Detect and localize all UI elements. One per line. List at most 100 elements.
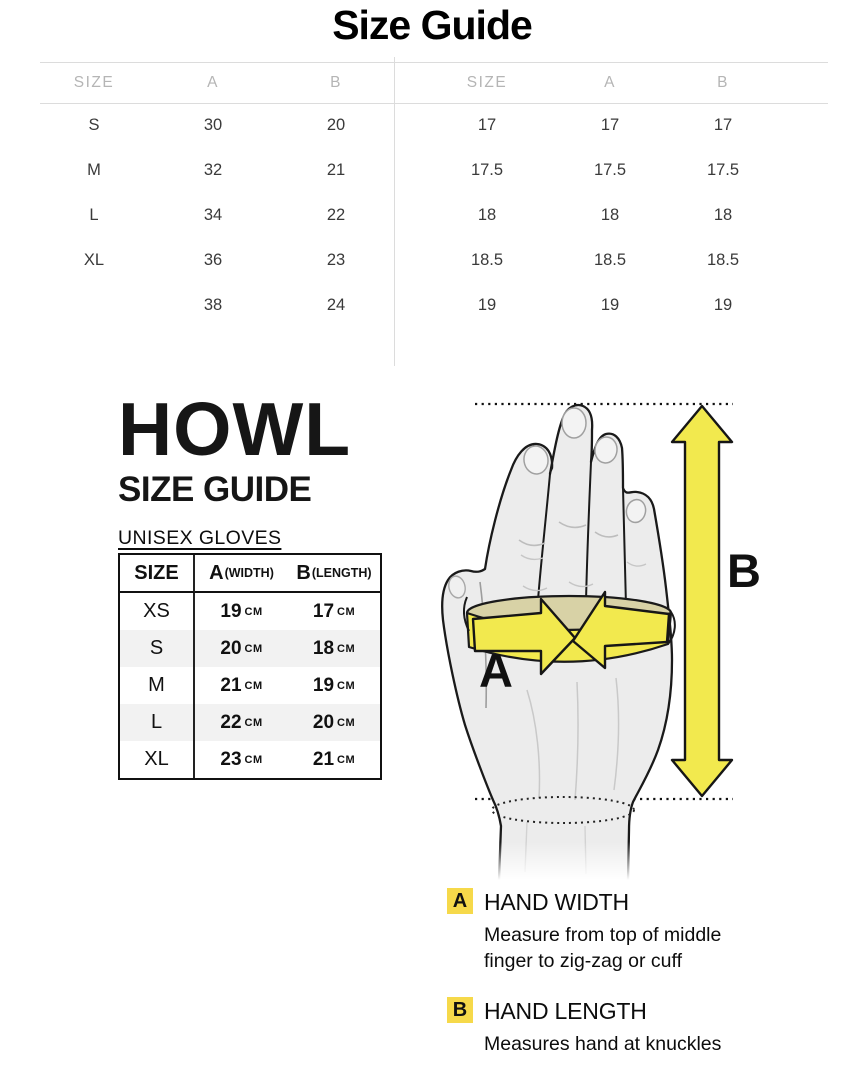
glove-row-size: L xyxy=(120,704,195,741)
table-cell: 22 xyxy=(326,206,346,224)
table-cell: 24 xyxy=(326,296,346,314)
table-cell: 34 xyxy=(203,206,223,224)
glove-header-a-letter: A xyxy=(209,561,224,584)
glove-header-a: A (WIDTH) xyxy=(195,555,288,593)
value: 18 xyxy=(312,637,335,659)
glove-row-b: 18 CM xyxy=(288,630,380,667)
glove-row-a: 21 CM xyxy=(195,667,288,704)
table-cell: 17 xyxy=(713,116,733,134)
column-header: SIZE xyxy=(466,73,508,91)
width-arrow-left xyxy=(471,597,577,676)
diagram-label-b: B xyxy=(727,544,761,597)
glove-row-a: 19 CM xyxy=(195,593,288,630)
glove-row-size: S xyxy=(120,630,195,667)
glove-header-b-letter: B xyxy=(296,561,311,584)
glove-row-a: 23 CM xyxy=(195,741,288,778)
unit-label: CM xyxy=(244,679,263,692)
unit-label: CM xyxy=(337,716,356,729)
legend-title: HAND WIDTH xyxy=(484,889,629,915)
value: 22 xyxy=(220,711,242,733)
table-top-rule xyxy=(40,62,828,63)
value: 20 xyxy=(220,637,242,659)
legend-key-b-chip: B xyxy=(447,997,473,1023)
table-cell: XL xyxy=(83,251,105,269)
page-title: Size Guide xyxy=(332,2,533,48)
unit-label: CM xyxy=(244,605,263,618)
table-cell: 18 xyxy=(600,206,620,224)
unit-label: CM xyxy=(337,753,356,766)
unit-label: CM xyxy=(337,642,356,655)
fingernail xyxy=(625,498,647,524)
brand-name: HOWL xyxy=(118,387,352,471)
fingernail xyxy=(523,445,549,475)
glove-row-b: 20 CM xyxy=(288,704,380,741)
glove-row-b: 21 CM xyxy=(288,741,380,778)
value: 21 xyxy=(220,674,242,696)
table-cell: 23 xyxy=(326,251,346,269)
table-cell: 19 xyxy=(713,296,733,314)
brand-subtitle: SIZE GUIDE xyxy=(118,470,312,509)
legend-title: HAND LENGTH xyxy=(484,998,647,1024)
fingernail xyxy=(561,407,587,439)
table-cell: 36 xyxy=(203,251,223,269)
glove-table-caption: UNISEX GLOVES xyxy=(118,527,282,549)
column-header: B xyxy=(717,73,729,91)
table-cell: L xyxy=(89,206,99,224)
table-cell: 18.5 xyxy=(470,251,504,269)
table-cell xyxy=(40,283,148,328)
table-cell: 30 xyxy=(203,116,223,134)
glove-row-a: 22 CM xyxy=(195,704,288,741)
legend-description: Measure from top of middle finger to zig… xyxy=(484,924,722,973)
table-cell: 32 xyxy=(203,161,223,179)
table-cell: 17.5 xyxy=(706,161,740,179)
column-header: A xyxy=(207,73,219,91)
unit-label: CM xyxy=(337,679,356,692)
legend-key-a-chip: A xyxy=(447,888,473,914)
value: 19 xyxy=(312,674,335,696)
table-cell: 38 xyxy=(203,296,223,314)
glove-row-size: XL xyxy=(120,741,195,778)
table-header-rule xyxy=(40,103,828,104)
glove-header-b: B (LENGTH) xyxy=(288,555,380,593)
hand-measurement-illustration: A B xyxy=(441,402,761,880)
table-cell: 17.5 xyxy=(470,161,504,179)
legend-description: Measures hand at knuckles xyxy=(484,1033,722,1055)
table-cell: 17.5 xyxy=(593,161,627,179)
column-header: B xyxy=(330,73,342,91)
width-arrow-right xyxy=(571,590,671,670)
column-header: SIZE xyxy=(73,73,115,91)
table-cell: 18.5 xyxy=(593,251,627,269)
hand-width-band xyxy=(463,590,676,676)
fingernail xyxy=(594,436,618,464)
unit-label: CM xyxy=(244,642,263,655)
table-cell: M xyxy=(87,161,101,179)
diagram-label-a: A xyxy=(479,644,513,697)
forearm-fade xyxy=(480,842,650,880)
glove-row-b: 17 CM xyxy=(288,593,380,630)
value: 23 xyxy=(220,748,242,770)
glove-header-a-sub: (WIDTH) xyxy=(224,566,274,580)
value: 20 xyxy=(312,711,335,733)
table-cell: 17 xyxy=(600,116,620,134)
table-cell: 20 xyxy=(326,116,346,134)
glove-row-a: 20 CM xyxy=(195,630,288,667)
value: 19 xyxy=(220,600,242,622)
wrist-dotted-ellipse xyxy=(491,796,635,824)
table-cell: 18 xyxy=(477,206,497,224)
length-arrow xyxy=(670,404,734,798)
glove-row-size: XS xyxy=(120,593,195,630)
glove-header-b-sub: (LENGTH) xyxy=(311,566,372,580)
table-cell: 18.5 xyxy=(706,251,740,269)
table-cell: 19 xyxy=(477,296,497,314)
table-center-divider xyxy=(394,57,395,366)
unit-label: CM xyxy=(244,716,263,729)
glove-row-size: M xyxy=(120,667,195,704)
table-cell: S xyxy=(88,116,100,134)
value: 17 xyxy=(312,600,335,622)
table-cell: 17 xyxy=(477,116,497,134)
size-table-right: SIZE A B 17 17 17 17.5 17.5 17.5 18 18 1… xyxy=(420,62,780,328)
size-table-left: SIZE A B S 30 20 M 32 21 L 34 22 XL 36 2… xyxy=(40,62,394,328)
glove-row-b: 19 CM xyxy=(288,667,380,704)
glove-header-size: SIZE xyxy=(120,555,195,593)
